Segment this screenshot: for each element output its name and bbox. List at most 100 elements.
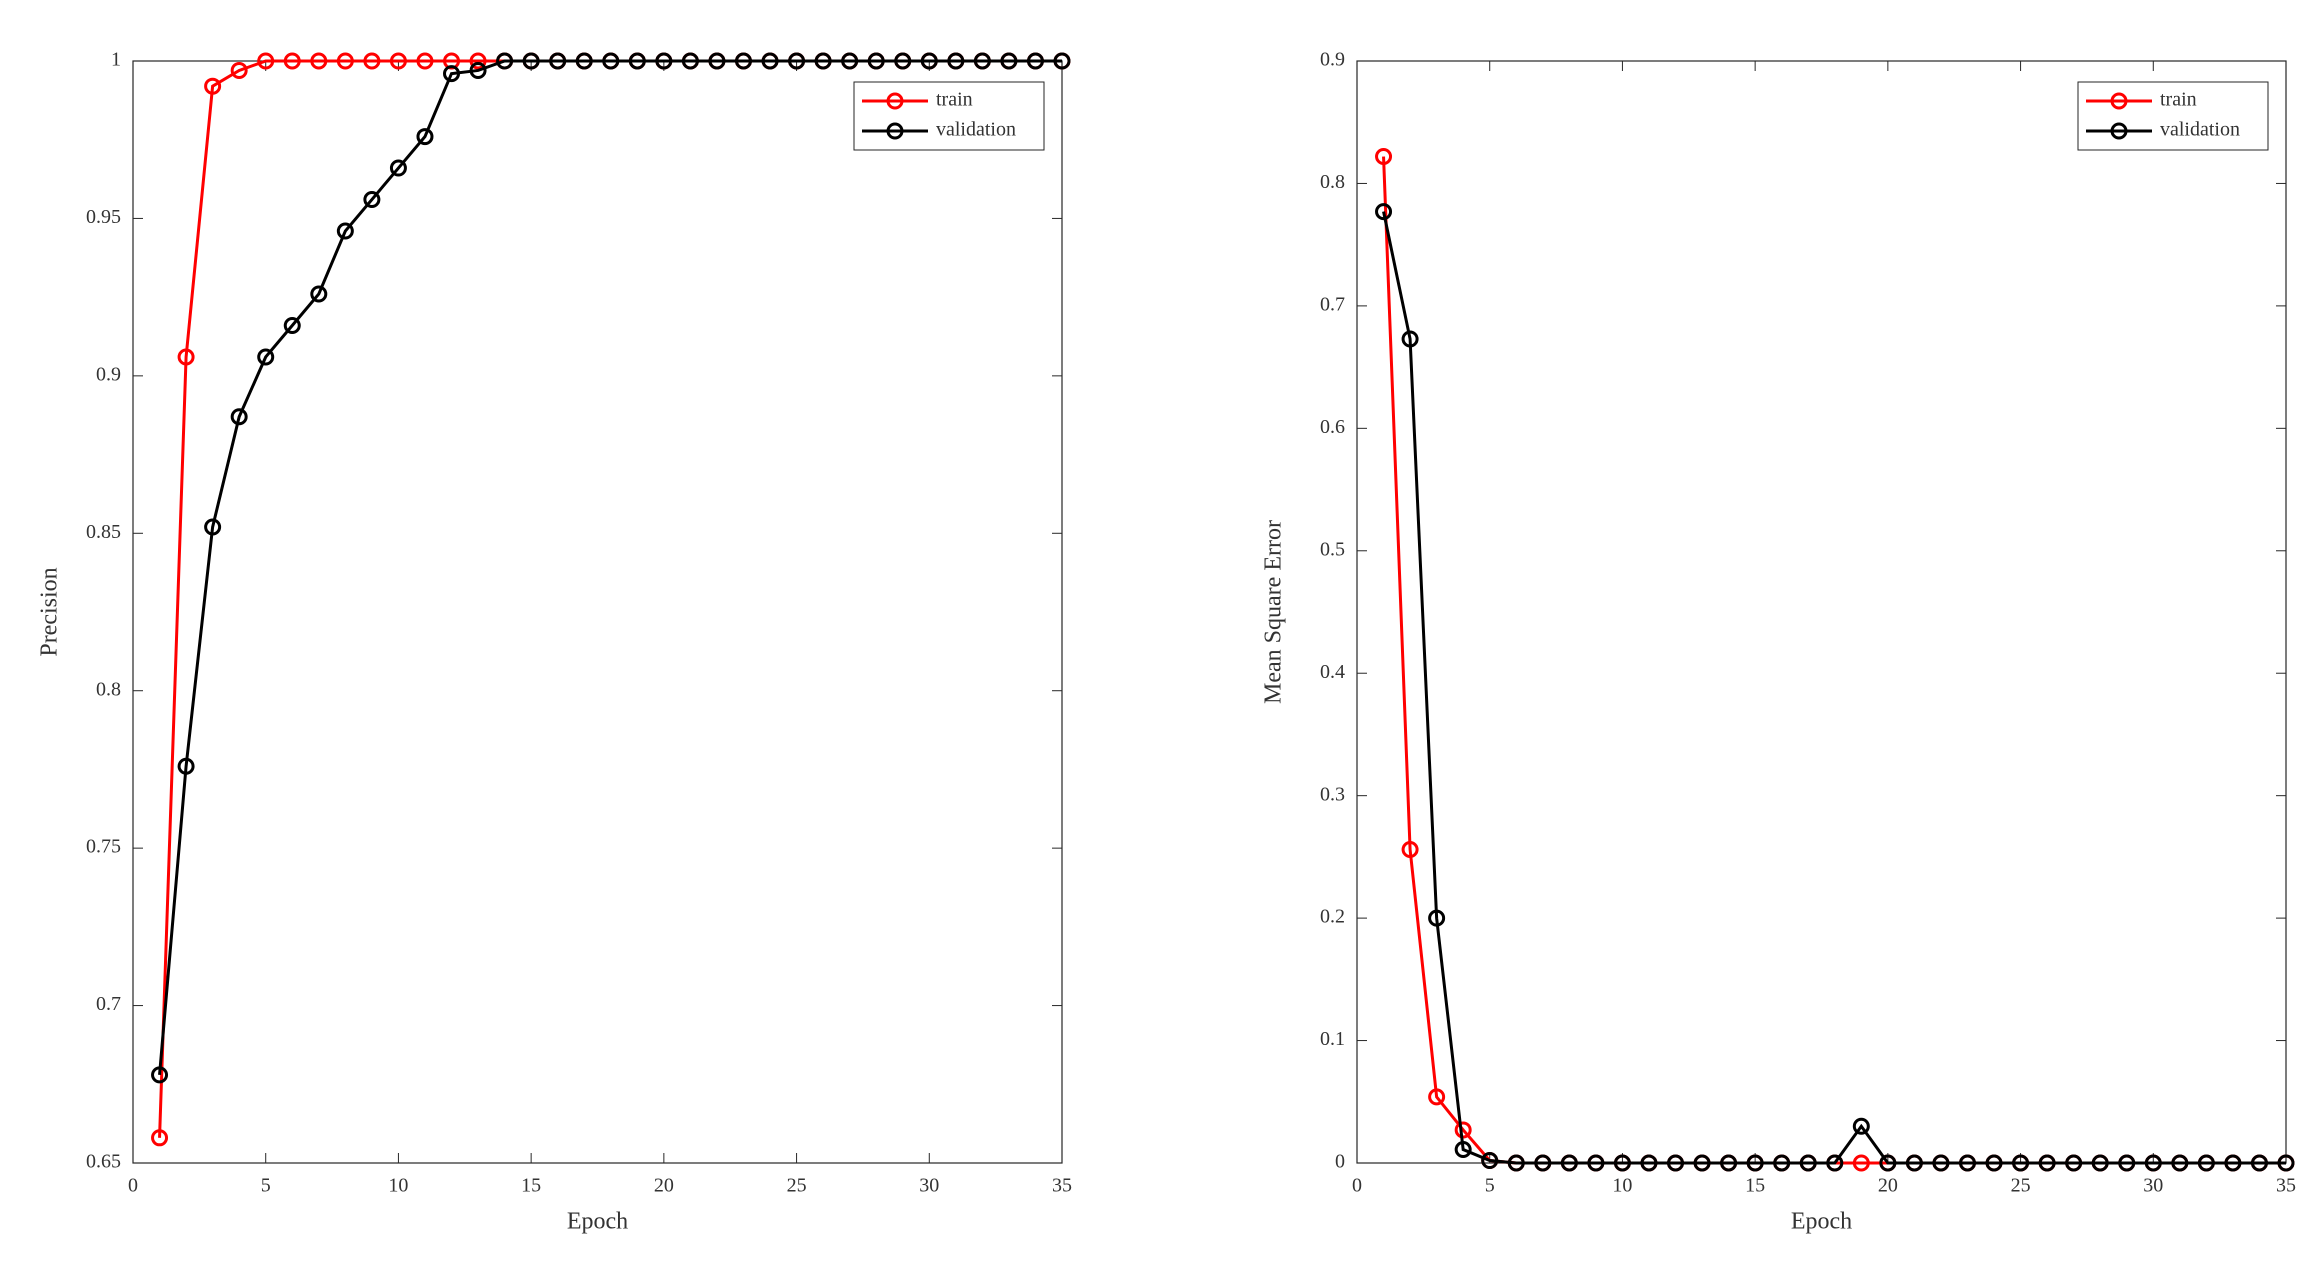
x-tick-label: 5: [261, 1175, 271, 1197]
data-point: [2065, 1154, 2083, 1172]
data-point: [1428, 1088, 1446, 1106]
data-point: [443, 65, 461, 83]
data-point: [1375, 148, 1393, 166]
data-point: [1507, 1154, 1525, 1172]
series-line: [158, 59, 1062, 1075]
y-tick-label: 0.4: [1320, 661, 1345, 683]
data-point: [283, 316, 301, 334]
y-tick-label: 0.7: [1320, 293, 1345, 315]
data-point: [177, 757, 195, 775]
x-tick-label: 0: [1352, 1175, 1362, 1197]
data-point: [1958, 1154, 1976, 1172]
y-tick-label: 0.7: [96, 993, 121, 1015]
plot-area: [132, 60, 1063, 1164]
data-point: [389, 52, 407, 70]
data-point: [867, 52, 885, 70]
data-point: [1026, 52, 1044, 70]
data-point: [1428, 909, 1446, 927]
data-point: [310, 285, 328, 303]
data-point: [177, 348, 195, 366]
legend-label: train: [936, 89, 973, 111]
y-tick-label: 0.1: [1320, 1028, 1345, 1050]
data-point: [230, 61, 248, 79]
data-point: [1640, 1154, 1658, 1172]
data-point: [1905, 1154, 1923, 1172]
data-point: [761, 52, 779, 70]
x-tick-label: 35: [1052, 1175, 1072, 1197]
data-point: [2144, 1154, 2162, 1172]
data-point: [1454, 1141, 1472, 1159]
data-point: [336, 52, 354, 70]
data-point: [204, 77, 222, 95]
y-tick-label: 0.95: [86, 206, 121, 228]
data-point: [628, 52, 646, 70]
data-point: [363, 52, 381, 70]
data-point: [1613, 1154, 1631, 1172]
y-tick-label: 0.3: [1320, 783, 1345, 805]
x-tick-label: 30: [2143, 1175, 2163, 1197]
data-point: [416, 128, 434, 146]
data-point: [2250, 1154, 2268, 1172]
data-point: [363, 191, 381, 209]
x-tick-label: 10: [388, 1175, 408, 1197]
data-point: [788, 52, 806, 70]
data-point: [336, 222, 354, 240]
data-point: [575, 52, 593, 70]
y-tick-label: 0.8: [96, 678, 121, 700]
data-point: [283, 52, 301, 70]
data-point: [522, 52, 540, 70]
legend-marker: [886, 122, 904, 140]
data-point: [1053, 52, 1071, 70]
data-point: [469, 61, 487, 79]
x-tick-label: 30: [919, 1175, 939, 1197]
x-tick-label: 10: [1612, 1175, 1632, 1197]
x-tick-label: 15: [1745, 1175, 1765, 1197]
x-tick-label: 25: [787, 1175, 807, 1197]
legend-box: [853, 81, 1045, 151]
data-point: [549, 52, 567, 70]
legend-label: validation: [2160, 119, 2240, 141]
data-point: [2197, 1154, 2215, 1172]
data-point: [389, 159, 407, 177]
y-tick-label: 0.9: [96, 363, 121, 385]
y-tick-label: 0.6: [1320, 416, 1345, 438]
data-point: [681, 52, 699, 70]
data-point: [1693, 1154, 1711, 1172]
data-point: [2171, 1154, 2189, 1172]
data-point: [469, 52, 487, 70]
legend-marker: [2110, 92, 2128, 110]
data-point: [1879, 1154, 1897, 1172]
data-point: [1852, 1117, 1870, 1135]
series-line: [158, 59, 1062, 1138]
x-axis-label: Epoch: [1791, 1209, 1852, 1235]
data-point: [894, 52, 912, 70]
data-point: [1481, 1152, 1499, 1170]
legend-label: validation: [936, 119, 1016, 141]
x-tick-label: 0: [128, 1175, 138, 1197]
data-point: [496, 52, 514, 70]
data-point: [1401, 841, 1419, 859]
y-axis-label: Mean Square Error: [1261, 520, 1287, 704]
series-line: [1382, 156, 2286, 1165]
data-point: [204, 518, 222, 536]
plot-area: [1356, 60, 2287, 1164]
y-tick-label: 0.85: [86, 521, 121, 543]
data-point: [1799, 1154, 1817, 1172]
data-point: [2224, 1154, 2242, 1172]
data-point: [2091, 1154, 2109, 1172]
data-point: [151, 1129, 169, 1147]
data-point: [2277, 1154, 2295, 1172]
data-point: [1932, 1154, 1950, 1172]
legend-label: train: [2160, 89, 2197, 111]
data-point: [1746, 1154, 1764, 1172]
data-point: [151, 1066, 169, 1084]
data-point: [655, 52, 673, 70]
data-point: [1773, 1154, 1791, 1172]
legend-marker: [2110, 122, 2128, 140]
x-tick-label: 15: [521, 1175, 541, 1197]
data-point: [1560, 1154, 1578, 1172]
data-point: [257, 52, 275, 70]
data-point: [1720, 1154, 1738, 1172]
